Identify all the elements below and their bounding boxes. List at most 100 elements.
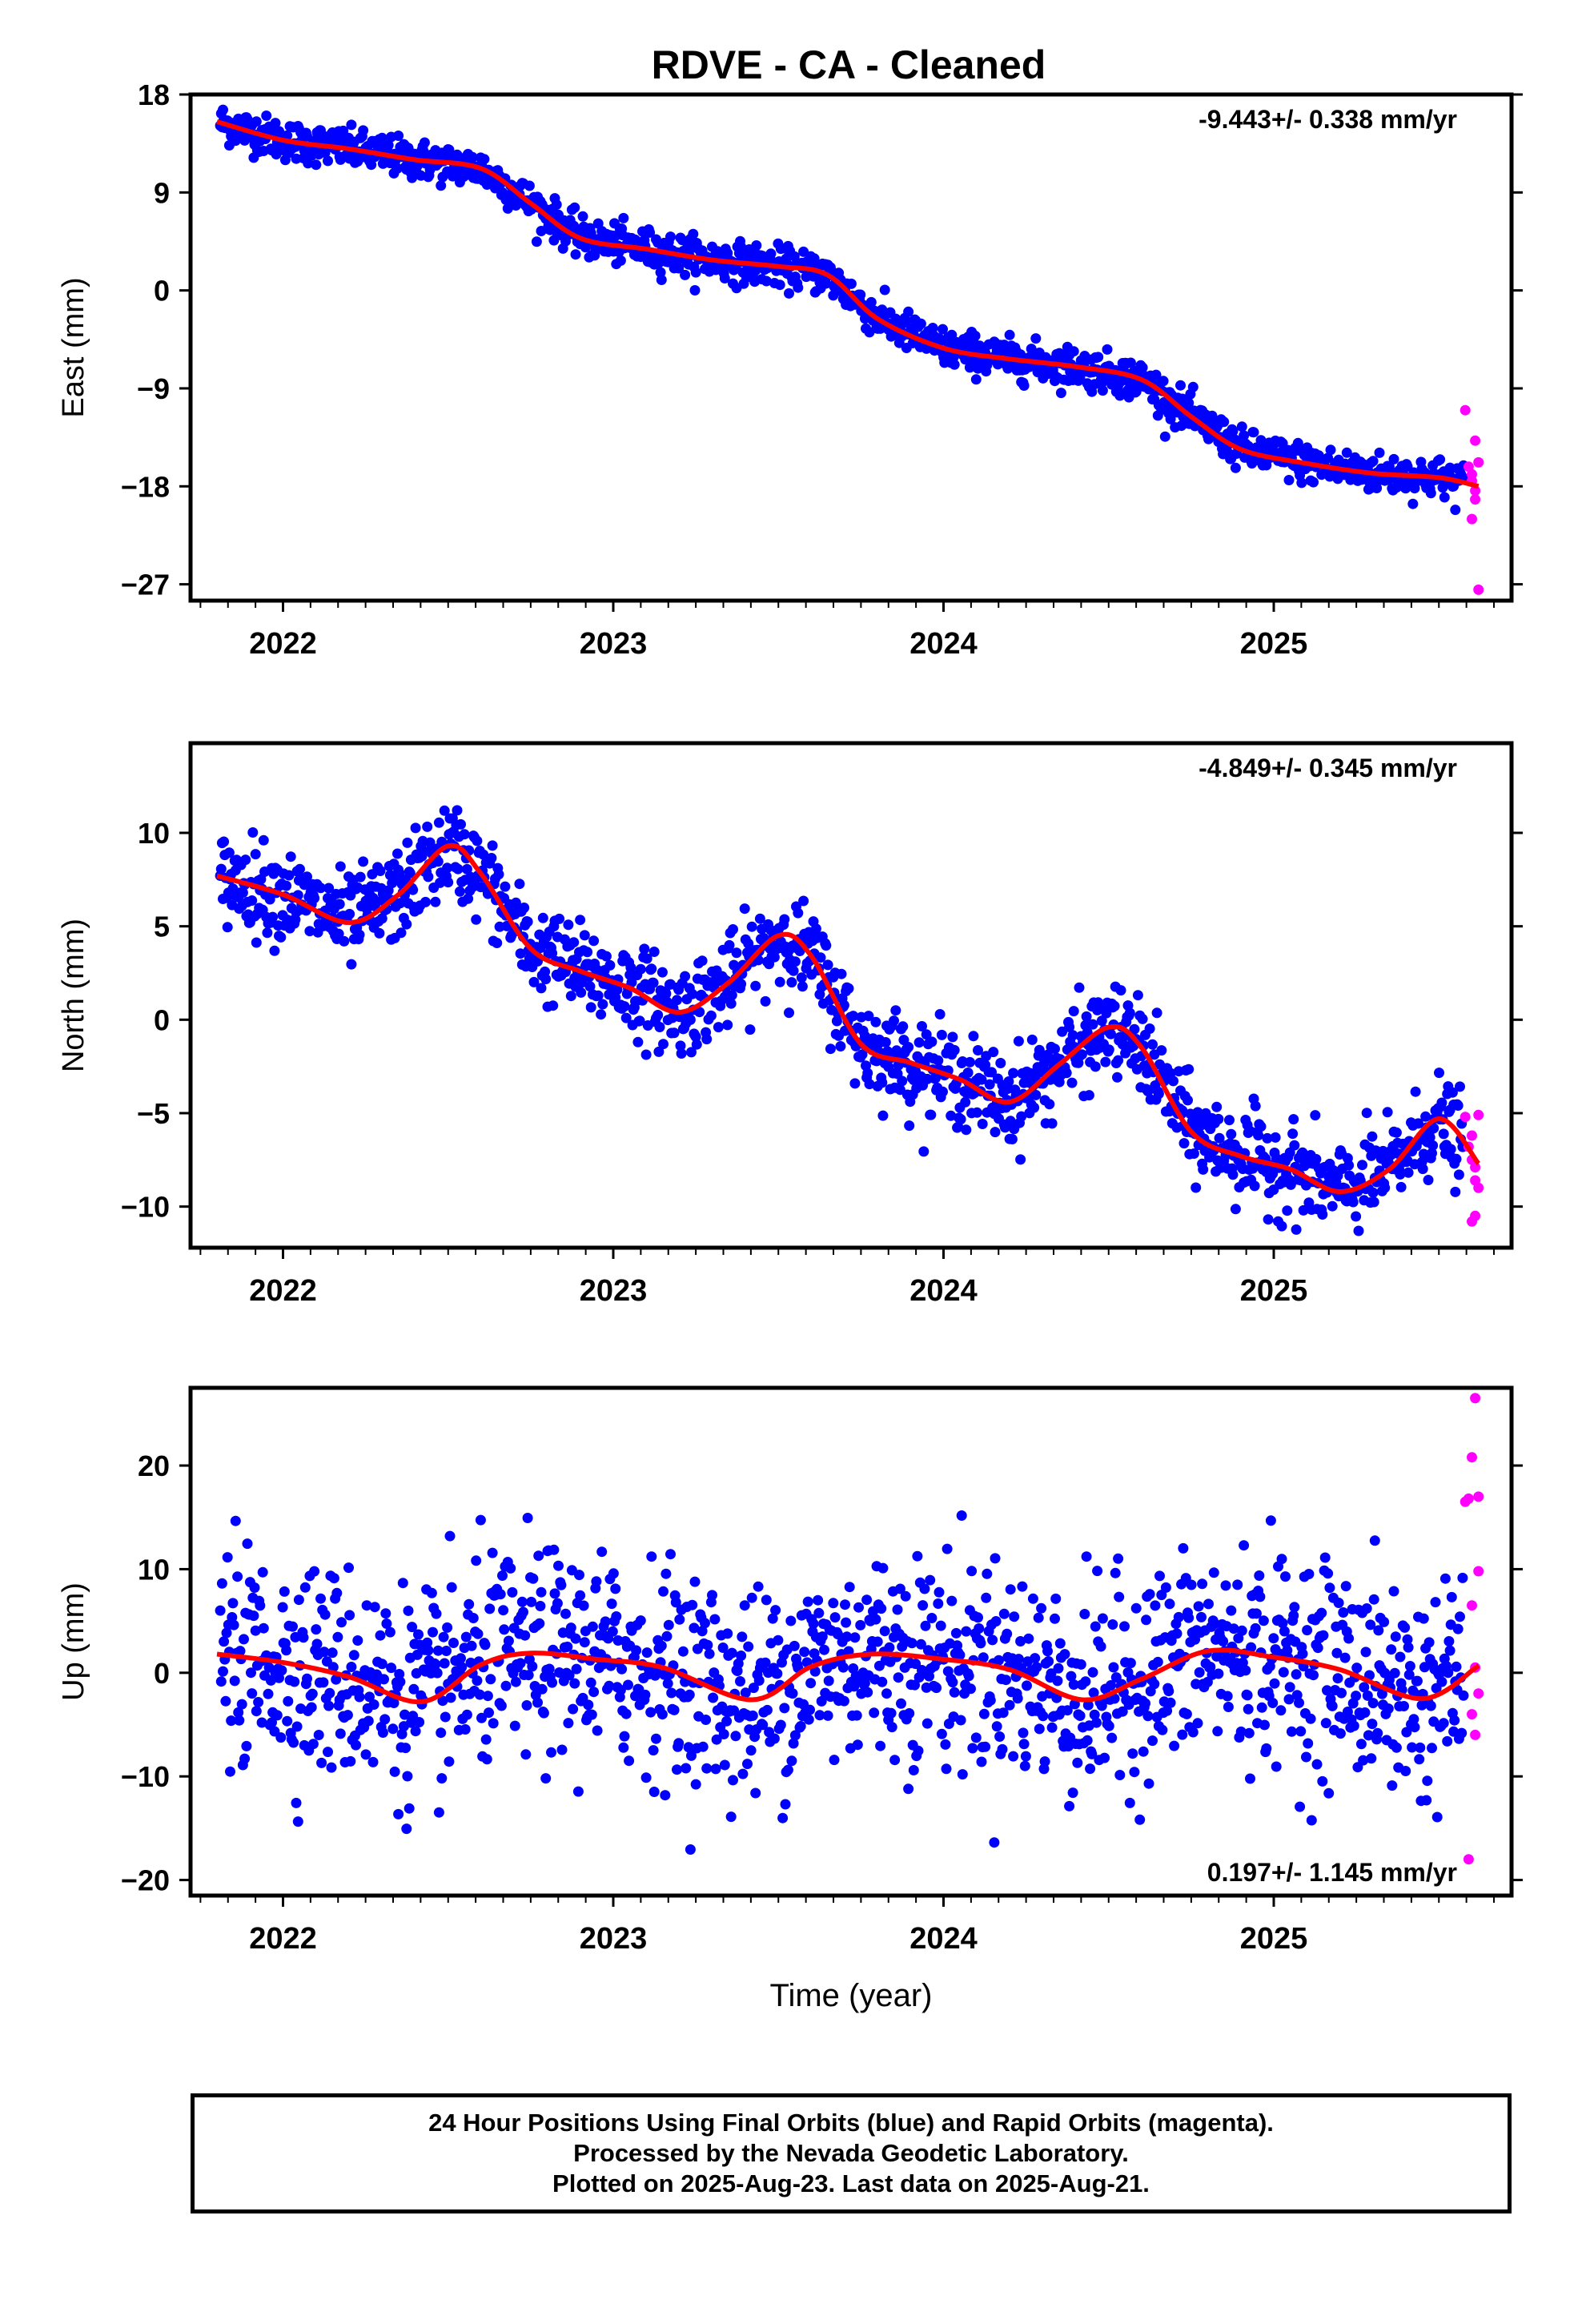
final-orbit-point	[379, 1674, 389, 1685]
final-orbit-point	[293, 1594, 304, 1606]
final-orbit-point	[1003, 1076, 1014, 1087]
final-orbit-point	[433, 817, 444, 828]
final-orbit-point	[1086, 1748, 1098, 1759]
final-orbit-point	[802, 1596, 813, 1607]
x-axis-label: Time (year)	[770, 1978, 933, 2013]
final-orbit-point	[277, 1602, 288, 1613]
final-orbit-point	[540, 974, 552, 985]
final-orbit-point	[303, 158, 314, 169]
final-orbit-point	[556, 1579, 567, 1590]
final-orbit-point	[240, 854, 251, 866]
y-tick-label: 20	[138, 1449, 170, 1482]
final-orbit-point	[917, 1600, 929, 1611]
final-orbit-point	[1236, 421, 1247, 432]
final-orbit-point	[1379, 1182, 1391, 1193]
final-orbit-point	[600, 1616, 611, 1627]
y-tick-label: −10	[121, 1191, 170, 1224]
data-layer	[215, 1393, 1484, 1865]
final-orbit-point	[1198, 1164, 1209, 1175]
final-orbit-point	[626, 977, 637, 988]
final-orbit-point	[921, 1029, 932, 1040]
final-orbit-point	[258, 1622, 269, 1634]
final-orbit-point	[889, 1015, 899, 1027]
final-orbit-point	[658, 1039, 669, 1050]
final-orbit-point	[324, 1687, 335, 1699]
final-orbit-point	[307, 1688, 318, 1699]
final-orbit-point	[585, 1677, 596, 1688]
final-orbit-point	[342, 1710, 353, 1721]
final-orbit-point	[1438, 1128, 1449, 1140]
final-orbit-point	[577, 211, 588, 222]
final-orbit-point	[433, 1807, 444, 1818]
final-orbit-point	[537, 912, 548, 923]
final-orbit-point	[1097, 1613, 1108, 1624]
final-orbit-point	[1434, 1068, 1444, 1079]
final-orbit-point	[1046, 1722, 1058, 1733]
final-orbit-point	[816, 1695, 827, 1707]
final-orbit-point	[524, 180, 535, 191]
final-orbit-point	[540, 1773, 552, 1784]
final-orbit-point	[941, 1763, 952, 1775]
final-orbit-point	[1074, 1711, 1086, 1721]
final-orbit-point	[894, 1583, 905, 1594]
final-orbit-point	[1339, 1652, 1351, 1663]
rapid-orbit-point	[1473, 1182, 1484, 1193]
final-orbit-point	[786, 1755, 797, 1767]
final-orbit-point	[395, 1676, 406, 1687]
final-orbit-point	[1064, 1800, 1075, 1811]
final-orbit-point	[1106, 1680, 1116, 1691]
final-orbit-point	[896, 1698, 906, 1709]
final-orbit-point	[722, 1019, 733, 1031]
final-orbit-point	[711, 1734, 722, 1745]
final-orbit-point	[1211, 1101, 1223, 1112]
final-orbit-point	[1324, 1582, 1335, 1594]
final-orbit-point	[420, 896, 431, 907]
final-orbit-point	[1362, 1690, 1373, 1701]
final-orbit-point	[358, 856, 369, 867]
final-orbit-point	[1187, 381, 1199, 392]
final-orbit-point	[1282, 1205, 1293, 1216]
final-orbit-point	[808, 1618, 819, 1629]
final-orbit-point	[938, 1086, 948, 1097]
final-orbit-point	[985, 1695, 996, 1706]
final-orbit-point	[302, 1673, 312, 1684]
final-orbit-point	[935, 1620, 946, 1631]
final-orbit-point	[1018, 1727, 1029, 1739]
final-orbit-point	[870, 1614, 881, 1625]
final-orbit-point	[456, 1653, 466, 1664]
final-orbit-point	[726, 1647, 737, 1659]
final-orbit-point	[335, 861, 346, 872]
final-orbit-point	[767, 1613, 778, 1624]
final-orbit-point	[1141, 1614, 1152, 1626]
final-orbit-point	[772, 1668, 783, 1679]
final-orbit-point	[1106, 1732, 1118, 1743]
final-orbit-point	[467, 882, 478, 893]
final-orbit-point	[1219, 416, 1230, 428]
final-orbit-point	[1451, 1153, 1462, 1164]
final-orbit-point	[438, 1631, 449, 1642]
final-orbit-point	[968, 1031, 979, 1042]
final-orbit-point	[704, 1648, 715, 1659]
final-orbit-point	[1286, 1726, 1297, 1737]
final-orbit-point	[908, 1765, 919, 1775]
final-orbit-point	[534, 1618, 545, 1629]
final-orbit-point	[1191, 1182, 1202, 1193]
final-orbit-point	[459, 829, 470, 840]
final-orbit-point	[1407, 498, 1419, 509]
final-orbit-point	[1430, 1597, 1441, 1608]
final-orbit-point	[1427, 1140, 1439, 1151]
final-orbit-point	[940, 1739, 951, 1750]
final-orbit-point	[431, 1608, 442, 1619]
final-orbit-point	[216, 1578, 227, 1589]
final-orbit-point	[591, 1576, 602, 1587]
final-orbit-point	[1444, 1645, 1456, 1656]
x-tick-label: 2023	[580, 1274, 648, 1308]
final-orbit-point	[498, 1605, 509, 1616]
final-orbit-point	[258, 834, 269, 846]
final-orbit-point	[673, 1738, 685, 1749]
final-orbit-point	[987, 1634, 998, 1646]
final-orbit-point	[520, 1630, 531, 1641]
final-orbit-point	[1427, 1148, 1437, 1159]
final-orbit-point	[1030, 1089, 1042, 1100]
final-orbit-point	[1256, 1702, 1267, 1713]
